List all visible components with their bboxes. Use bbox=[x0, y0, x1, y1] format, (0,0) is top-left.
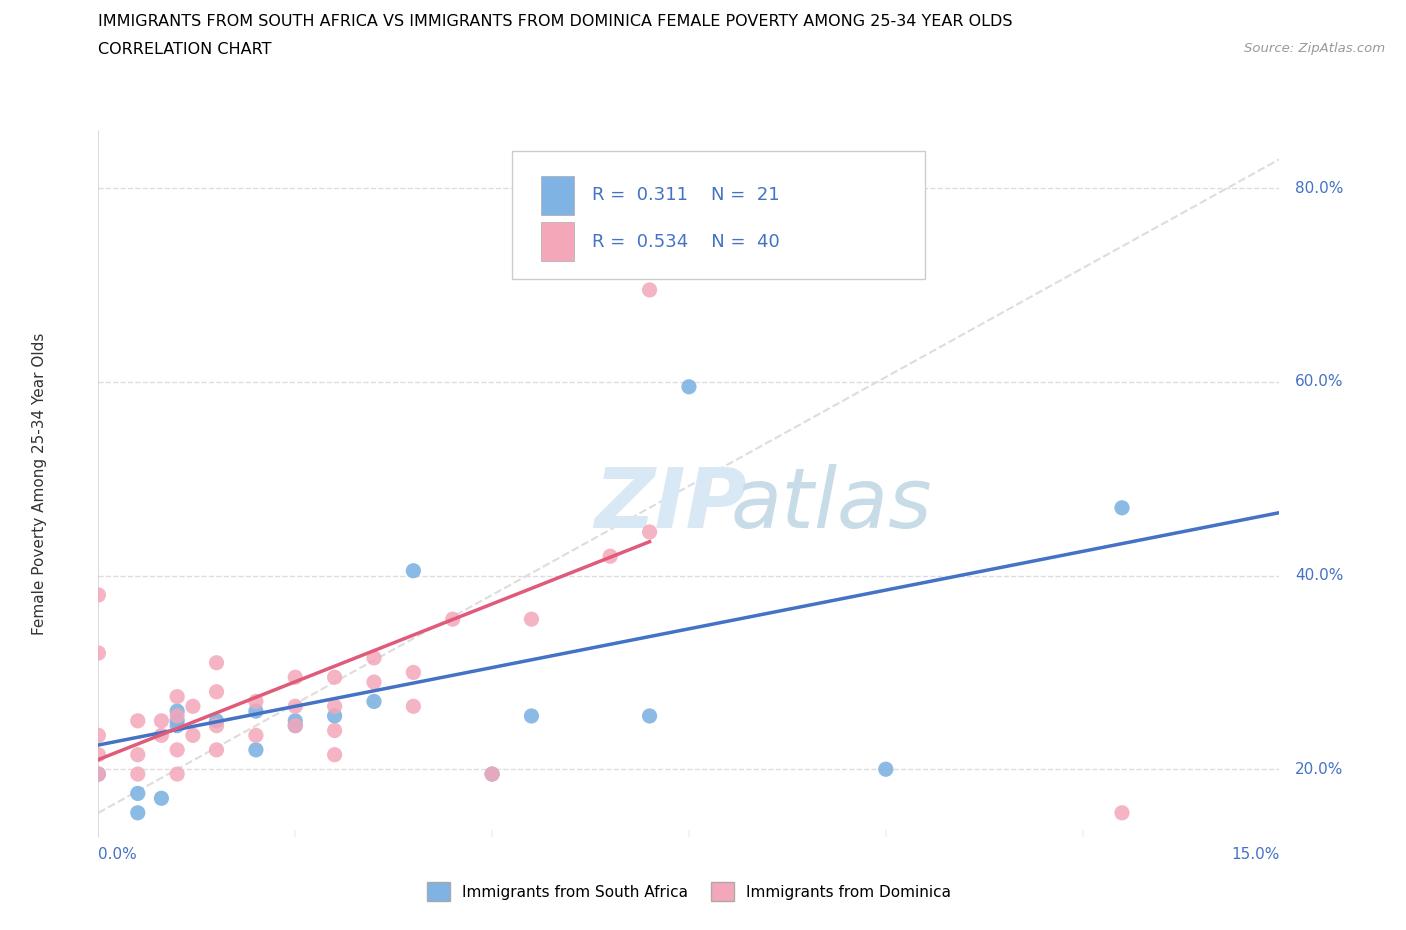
Point bbox=[481, 766, 503, 781]
Legend: Immigrants from South Africa, Immigrants from Dominica: Immigrants from South Africa, Immigrants… bbox=[420, 876, 957, 907]
Point bbox=[638, 525, 661, 539]
Point bbox=[323, 748, 346, 763]
Text: CORRELATION CHART: CORRELATION CHART bbox=[98, 42, 271, 57]
Point bbox=[181, 698, 204, 713]
Point bbox=[127, 786, 149, 801]
Point bbox=[875, 762, 897, 777]
Point bbox=[87, 766, 110, 781]
Point bbox=[150, 713, 173, 728]
Point bbox=[638, 709, 661, 724]
Point bbox=[363, 674, 385, 689]
Point bbox=[181, 728, 204, 743]
Point bbox=[127, 766, 149, 781]
Point bbox=[284, 670, 307, 684]
Point bbox=[87, 748, 110, 763]
Point bbox=[205, 742, 228, 757]
Text: 40.0%: 40.0% bbox=[1295, 568, 1344, 583]
Point bbox=[150, 728, 173, 743]
Point bbox=[150, 790, 173, 805]
Text: R =  0.534    N =  40: R = 0.534 N = 40 bbox=[592, 232, 780, 251]
Point bbox=[402, 564, 425, 578]
Point bbox=[520, 612, 543, 627]
Point bbox=[166, 713, 188, 728]
Point bbox=[599, 549, 621, 564]
Point bbox=[520, 709, 543, 724]
Point bbox=[284, 718, 307, 733]
Point bbox=[127, 748, 149, 763]
Point bbox=[127, 713, 149, 728]
Point bbox=[245, 694, 267, 709]
Point bbox=[284, 698, 307, 713]
Point bbox=[284, 713, 307, 728]
Point bbox=[166, 704, 188, 719]
Point bbox=[166, 689, 188, 704]
Text: ZIP: ZIP bbox=[595, 464, 747, 545]
Point bbox=[441, 612, 464, 627]
Text: 15.0%: 15.0% bbox=[1232, 846, 1279, 862]
Point bbox=[245, 704, 267, 719]
Point bbox=[402, 665, 425, 680]
Point bbox=[638, 283, 661, 298]
Text: atlas: atlas bbox=[730, 464, 932, 545]
Point bbox=[323, 709, 346, 724]
Point bbox=[166, 709, 188, 724]
Point bbox=[678, 379, 700, 394]
Point bbox=[1111, 500, 1133, 515]
Point bbox=[284, 718, 307, 733]
Text: 80.0%: 80.0% bbox=[1295, 180, 1344, 196]
Point bbox=[205, 718, 228, 733]
Point bbox=[127, 805, 149, 820]
Point bbox=[245, 742, 267, 757]
Text: IMMIGRANTS FROM SOUTH AFRICA VS IMMIGRANTS FROM DOMINICA FEMALE POVERTY AMONG 25: IMMIGRANTS FROM SOUTH AFRICA VS IMMIGRAN… bbox=[98, 14, 1012, 29]
Point bbox=[323, 670, 346, 684]
Point bbox=[323, 723, 346, 737]
FancyBboxPatch shape bbox=[541, 222, 575, 261]
Point bbox=[363, 694, 385, 709]
Point bbox=[205, 684, 228, 699]
Point bbox=[87, 645, 110, 660]
FancyBboxPatch shape bbox=[541, 176, 575, 215]
Text: 60.0%: 60.0% bbox=[1295, 375, 1344, 390]
Text: 0.0%: 0.0% bbox=[98, 846, 138, 862]
Point bbox=[205, 656, 228, 671]
Point bbox=[87, 728, 110, 743]
Text: R =  0.311    N =  21: R = 0.311 N = 21 bbox=[592, 186, 780, 205]
Point bbox=[87, 766, 110, 781]
Point bbox=[87, 588, 110, 603]
Point bbox=[205, 713, 228, 728]
Text: Source: ZipAtlas.com: Source: ZipAtlas.com bbox=[1244, 42, 1385, 55]
Point bbox=[166, 718, 188, 733]
Point bbox=[245, 728, 267, 743]
Point bbox=[166, 766, 188, 781]
Text: Female Poverty Among 25-34 Year Olds: Female Poverty Among 25-34 Year Olds bbox=[32, 332, 46, 635]
Point bbox=[363, 650, 385, 665]
Text: 20.0%: 20.0% bbox=[1295, 762, 1344, 777]
Point bbox=[166, 742, 188, 757]
FancyBboxPatch shape bbox=[512, 152, 925, 279]
Point bbox=[1111, 805, 1133, 820]
Point bbox=[323, 698, 346, 713]
Point bbox=[402, 698, 425, 713]
Point bbox=[481, 766, 503, 781]
